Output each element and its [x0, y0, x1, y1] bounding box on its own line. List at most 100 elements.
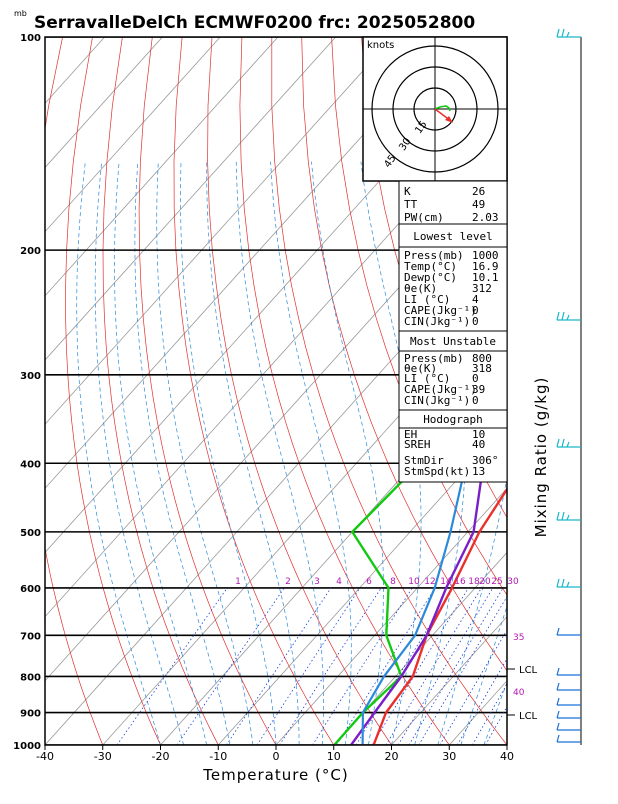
mixing-ratio-label: 12	[424, 577, 435, 587]
mixing-ratio-label: 1	[235, 577, 241, 587]
wind-barb-flag	[557, 683, 559, 690]
mixing-ratio-label: 18	[468, 577, 480, 587]
idx-tt-value: 49	[472, 198, 485, 211]
mu-cin-label: CIN(Jkg⁻¹)	[404, 394, 470, 407]
mixing-ratio-line	[177, 588, 284, 745]
x-tick-label: 0	[273, 750, 280, 763]
mixing-ratio-lines	[117, 588, 575, 745]
wind-barb-flag	[557, 628, 559, 635]
wind-barb-flag	[557, 668, 559, 675]
mixing-ratio-label: 3	[314, 577, 320, 587]
mixing-ratio-line	[472, 588, 562, 745]
wind-barb-flag	[557, 579, 559, 587]
wind-barb-flag	[567, 515, 569, 520]
background-lines	[0, 37, 618, 745]
ll-cin-value: 0	[472, 315, 479, 328]
isotherm-line	[565, 37, 618, 745]
pressure-tick-label: 400	[20, 459, 41, 470]
x-tick-label: 10	[327, 750, 341, 763]
hodograph-summary-table: Hodograph EH 10 SREH 40 StmDir 306° StmS…	[399, 410, 507, 482]
right-axis-title: Mixing Ratio (g/kg)	[532, 377, 550, 538]
mixing-ratio-line	[226, 588, 331, 745]
mixing-ratio-label: 16	[454, 577, 466, 587]
mixing-ratio-label: 35	[513, 633, 524, 643]
idx-k-label: K	[404, 185, 411, 198]
idx-tt-label: TT	[404, 198, 418, 211]
wind-barb-flag	[557, 698, 559, 705]
mixing-ratio-label: 8	[390, 577, 396, 587]
dry-adiabat-line	[571, 37, 618, 745]
pressure-tick-label: 300	[20, 371, 41, 382]
mixing-ratio-label: 4	[336, 577, 342, 587]
mixing-ratio-label: 25	[491, 577, 502, 587]
wind-barb-flag	[567, 32, 569, 37]
indices-table: K 26 TT 49 PW(cm) 2.03	[399, 181, 507, 224]
mixing-ratio-label: 2	[285, 577, 291, 587]
ll-cin-label: CIN(Jkg⁻¹)	[404, 315, 470, 328]
moist-adiabat-line	[77, 162, 161, 745]
pressure-tick-label: 600	[20, 584, 41, 595]
wind-barb-flag	[562, 579, 564, 587]
moist-adiabat-line	[271, 162, 352, 745]
hs-sreh-value: 40	[472, 438, 485, 451]
mixing-ratio-line	[386, 588, 482, 745]
moist-adiabat-line	[181, 162, 277, 745]
pressure-tick-label: 200	[20, 246, 41, 257]
hodograph-inset: knots 15 30 45	[363, 37, 507, 181]
mixing-ratio-label: 20	[479, 577, 491, 587]
lowest-level-table: Lowest level Press(mb) 1000 Temp(°C) 16.…	[399, 224, 507, 331]
most-unstable-heading: Most Unstable	[410, 335, 496, 348]
mixing-ratio-label: 40	[513, 688, 525, 698]
wind-barb-flag	[557, 711, 559, 718]
x-tick-label: 20	[385, 750, 399, 763]
wind-barb-flag	[567, 582, 569, 587]
wind-barb-flag	[557, 512, 559, 520]
x-tick-label: -10	[209, 750, 227, 763]
hs-sreh-label: SREH	[404, 438, 431, 451]
wind-barb-column	[557, 29, 581, 745]
lcl-label: LCL	[519, 711, 538, 722]
most-unstable-table: Most Unstable Press(mb) 800 θe(K) 318 LI…	[399, 331, 507, 410]
x-axis-title: Temperature (°C)	[202, 766, 348, 784]
pressure-tick-label: 700	[20, 631, 41, 642]
x-tick-label: -30	[94, 750, 112, 763]
mu-cin-value: 0	[472, 394, 479, 407]
hs-stmspd-value: 13	[472, 465, 485, 478]
mixing-ratio-line	[257, 588, 360, 745]
pressure-tick-label: 500	[20, 528, 41, 539]
x-tick-label: 40	[500, 750, 514, 763]
mixing-ratio-line	[280, 588, 382, 745]
wind-barb-flag	[562, 512, 564, 520]
wind-barb-flag	[562, 312, 564, 320]
dry-adiabat-line	[103, 37, 218, 745]
isotherm-line	[0, 37, 105, 745]
x-tick-label: -20	[152, 750, 170, 763]
mixing-ratio-label: 6	[366, 577, 372, 587]
wind-barb-flag	[557, 735, 559, 742]
idx-pw-value: 2.03	[472, 211, 499, 224]
moist-adiabat-line	[115, 162, 207, 745]
mixing-ratio-line	[117, 588, 227, 745]
mixing-ratio-label: 10	[408, 577, 420, 587]
wind-barb-flag	[557, 29, 559, 37]
unit-corner-label: mb	[14, 9, 27, 18]
pressure-tick-label: 800	[20, 672, 41, 683]
dry-adiabat-line	[511, 37, 618, 745]
wind-barb-flag	[562, 29, 564, 37]
wind-barb-flag	[557, 312, 559, 320]
pressure-tick-label: 100	[20, 33, 41, 44]
dry-adiabat-line	[541, 37, 618, 745]
moist-adiabat-line	[157, 162, 253, 745]
isotherm-line	[0, 37, 278, 745]
x-tick-label: 30	[442, 750, 456, 763]
hodograph-unit: knots	[367, 40, 394, 51]
hs-stmspd-label: StmSpd(kt)	[404, 465, 470, 478]
wind-barb-flag	[557, 439, 559, 447]
hodo-summary-heading: Hodograph	[423, 413, 483, 426]
lowest-level-heading: Lowest level	[413, 230, 492, 243]
wind-barb-flag	[557, 723, 559, 730]
idx-k-value: 26	[472, 185, 485, 198]
mixing-ratio-label: 14	[440, 577, 452, 587]
